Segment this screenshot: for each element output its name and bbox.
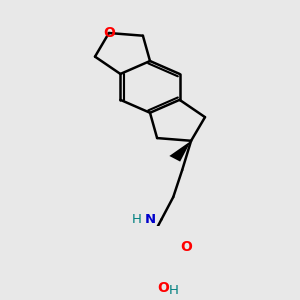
Text: O: O xyxy=(103,26,115,40)
Polygon shape xyxy=(169,141,191,162)
Polygon shape xyxy=(138,265,157,287)
Text: O: O xyxy=(157,281,169,295)
Text: H: H xyxy=(132,213,142,226)
Text: H: H xyxy=(169,284,179,297)
Text: N: N xyxy=(144,213,155,226)
Text: O: O xyxy=(181,239,193,254)
